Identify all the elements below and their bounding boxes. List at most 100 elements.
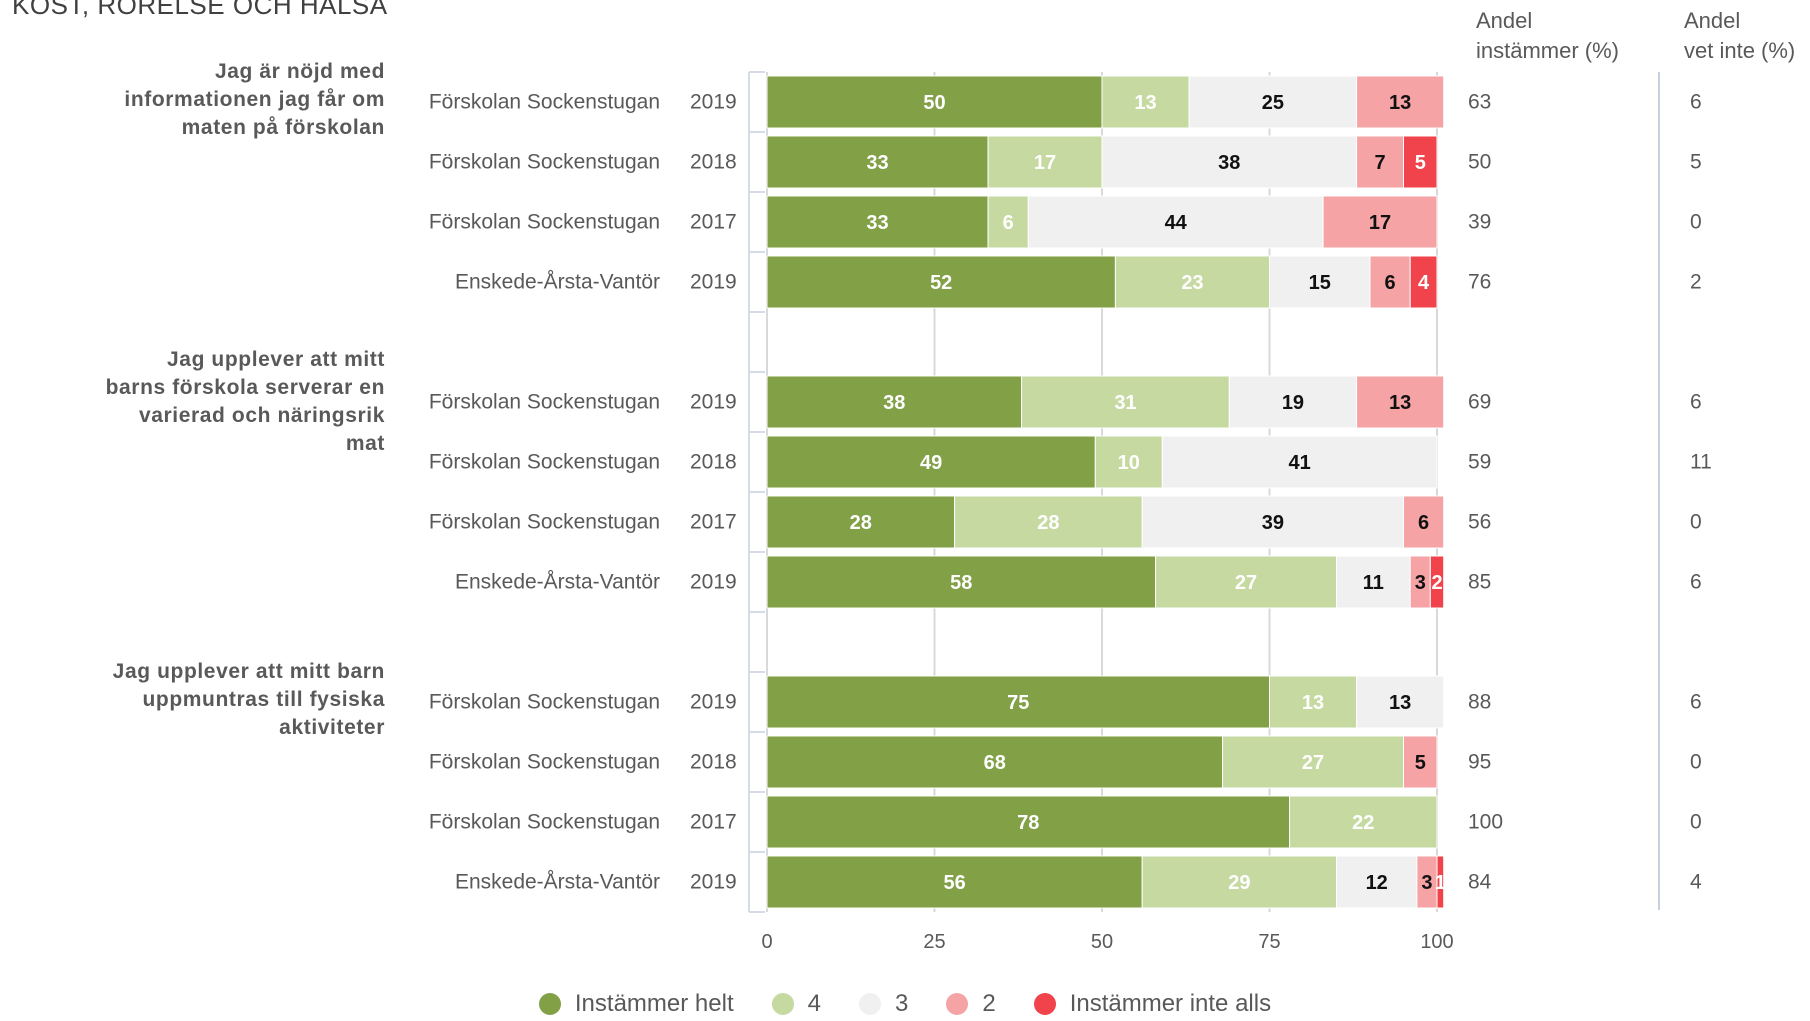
unit-label: Enskede-Årsta-Vantör [455,871,660,894]
legend-label: Instämmer helt [574,990,734,1017]
data-label: 33 [866,212,888,234]
data-label: 7 [1374,152,1385,174]
year-label: 2018 [690,151,737,174]
bar-segment [1336,555,1411,609]
x-tick-label: 0 [761,931,772,953]
agree-value: 63 [1468,91,1491,114]
bar-segment [1403,495,1445,549]
data-label: 22 [1352,812,1374,834]
bar-segment [1269,675,1358,729]
agree-value: 95 [1468,751,1491,774]
year-label: 2017 [690,211,737,234]
dontknow-value: 4 [1690,871,1702,894]
legend-swatch [858,993,881,1015]
bar-segment [1322,195,1438,249]
year-label: 2019 [690,391,737,414]
data-label: 23 [1181,272,1203,294]
bar-segment [1101,75,1190,129]
bar-segment [1356,75,1445,129]
bar-segment [1403,135,1438,189]
data-label: 4 [1418,272,1430,294]
column-header-agree: Andel instämmer (%) [1476,8,1620,63]
bar-segment [1027,195,1324,249]
column-header-dontknow: Andel vet inte (%) [1684,8,1796,63]
data-label: 17 [1034,152,1056,174]
dontknow-value: 6 [1690,571,1702,594]
dontknow-value: 6 [1690,391,1702,414]
agree-value: 56 [1468,511,1491,534]
data-label: 44 [1165,212,1188,234]
legend-swatch [946,993,969,1015]
question-label: Jag upplever att mitt barns förskola serv… [106,348,385,455]
bar-segment [1141,855,1337,909]
legend-swatch [538,993,561,1015]
unit-label: Enskede-Årsta-Vantör [455,271,660,294]
x-tick-label: 100 [1420,931,1453,953]
year-label: 2019 [690,271,737,294]
data-label: 75 [1007,692,1029,714]
data-label: 38 [883,392,905,414]
legend-item: Instämmer helt [538,990,734,1018]
bar-segment [1269,255,1371,309]
bar-segment [1094,435,1163,489]
bar-segment [766,75,1103,129]
bar-segment [1101,135,1358,189]
data-label: 6 [1385,272,1396,294]
data-label: 15 [1309,272,1331,294]
data-label: 33 [866,152,888,174]
question-label: Jag upplever att mitt barn uppmuntras til… [113,660,385,739]
bar-segment [1021,375,1230,429]
bar-segment [1403,735,1438,789]
data-label: 50 [923,92,945,114]
year-label: 2019 [690,691,737,714]
bar-segment [1228,375,1358,429]
data-label: 13 [1302,692,1324,714]
data-label: 10 [1118,452,1140,474]
bar-segment [766,735,1224,789]
bar-segment [987,135,1103,189]
dontknow-value: 6 [1690,691,1702,714]
data-label: 56 [943,872,965,894]
agree-value: 85 [1468,571,1491,594]
bar-segment [1114,255,1271,309]
unit-label: Förskolan Sockenstugan [429,691,660,714]
bar-segment [766,435,1096,489]
dontknow-value: 5 [1690,151,1702,174]
agree-value: 50 [1468,151,1491,174]
agree-value: 76 [1468,271,1491,294]
data-label: 3 [1421,872,1432,894]
dontknow-value: 11 [1690,451,1712,474]
unit-label: Förskolan Sockenstugan [429,751,660,774]
bar-segment [766,135,989,189]
year-label: 2019 [690,571,737,594]
data-label: 13 [1389,92,1411,114]
x-tick-label: 25 [923,931,945,953]
data-label: 6 [1418,512,1429,534]
year-label: 2017 [690,811,737,834]
bar-segment [1188,75,1358,129]
legend-item: 3 [858,990,908,1018]
unit-label: Förskolan Sockenstugan [429,151,660,174]
data-label: 13 [1389,692,1411,714]
data-label: 17 [1369,212,1391,234]
data-label: 39 [1262,512,1284,534]
bar-segment [1141,495,1404,549]
question-label: Jag är nöjd med informationen jag får om m… [124,60,385,139]
bar-segment [1356,675,1445,729]
data-label: 19 [1282,392,1304,414]
bar-segment [987,195,1029,249]
data-label: 6 [1003,212,1014,234]
bar-segment [766,195,989,249]
data-label: 28 [1037,512,1059,534]
x-tick-label: 50 [1091,931,1113,953]
x-tick-label: 75 [1258,931,1280,953]
bar-segment [1409,255,1438,309]
bar-segment [766,255,1116,309]
bar-segment [1289,795,1438,849]
year-label: 2019 [690,871,737,894]
year-label: 2018 [690,451,737,474]
legend-item: 2 [946,990,996,1018]
agree-value: 88 [1468,691,1491,714]
data-label: 2 [1431,572,1442,594]
bar-segment [1369,255,1411,309]
